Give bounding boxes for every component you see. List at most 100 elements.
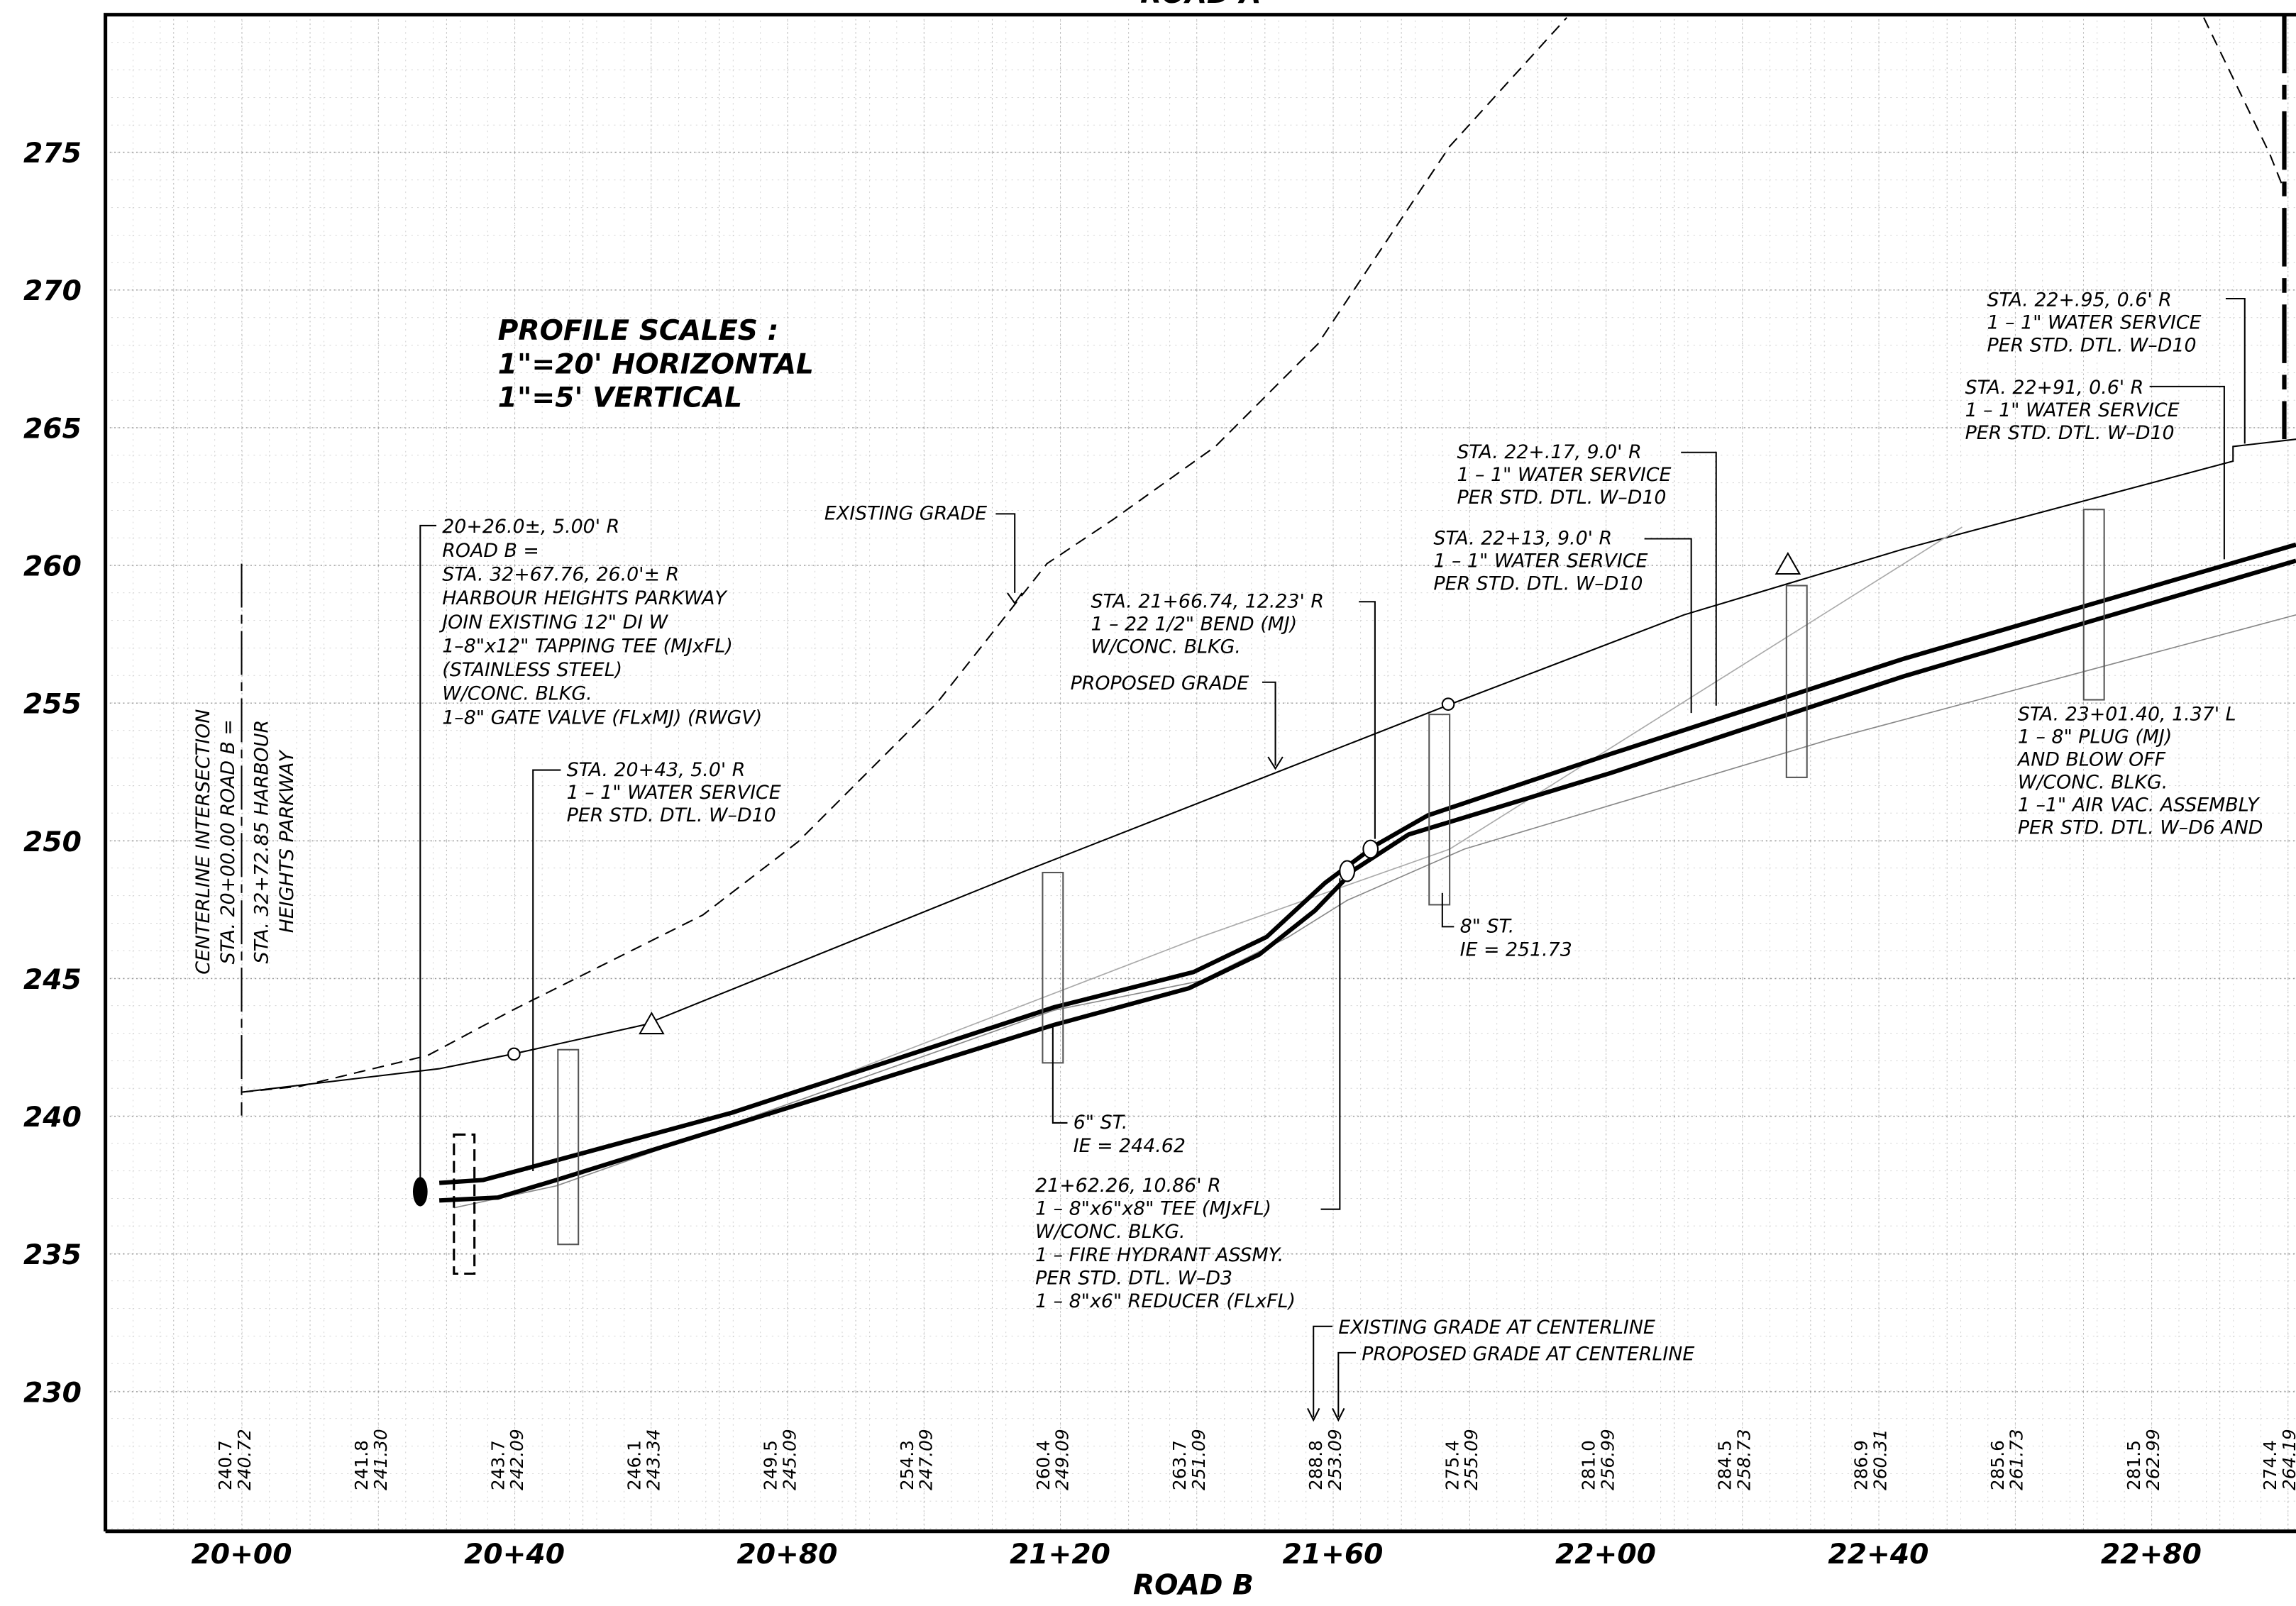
note: 20+26.0±, 5.00' R (442, 516, 619, 538)
leader (995, 513, 1016, 593)
existing-grade-reading: 286.9 (1851, 1440, 1872, 1490)
station-label: 21+60 (1282, 1539, 1383, 1571)
proposed-grade-reading: 242.09 (507, 1429, 527, 1490)
proposed-grade-reading: 249.09 (1052, 1429, 1073, 1490)
existing-grade-line (2203, 17, 2285, 191)
top-title: ROAD A (1140, 0, 1261, 10)
station-label: 21+20 (1010, 1539, 1110, 1571)
leader (2149, 385, 2225, 560)
annotations: EXISTING GRADE PROPOSED GRADE EXISTING G… (192, 289, 2263, 1365)
leader (419, 524, 437, 1186)
proposed-grade-reading: 243.34 (643, 1429, 663, 1490)
proposed-grade-reading: 260.31 (1870, 1429, 1891, 1490)
existing-grade-reading: 241.8 (351, 1440, 372, 1490)
note: (STAINLESS STEEL) (442, 659, 622, 681)
leader (1007, 592, 1023, 605)
elevation-label: 230 (23, 1377, 82, 1409)
leader (1052, 1024, 1068, 1124)
note: PROPOSED GRADE (1071, 672, 1249, 694)
elevation-label: 255 (23, 689, 82, 721)
leader (1644, 538, 1692, 714)
elevation-label: 250 (23, 826, 82, 858)
station-label: 22+00 (1555, 1539, 1656, 1571)
elevation-label: 260 (23, 551, 82, 583)
note: 1 – 1" WATER SERVICE (1433, 550, 1648, 572)
leader (1262, 681, 1276, 766)
service-box (1428, 714, 1451, 906)
leader (1267, 756, 1284, 770)
existing-grade-reading: 275.4 (1442, 1440, 1462, 1490)
existing-grade-reading: 254.3 (897, 1440, 917, 1490)
note: W/CONC. BLKG. (1091, 636, 1241, 658)
note: PER STD. DTL. W–D3 (1035, 1267, 1232, 1289)
major-grid (105, 14, 2296, 1532)
valve-box (453, 1133, 476, 1275)
note: W/CONC. BLKG. (442, 683, 592, 705)
station-label: 22+80 (2101, 1539, 2202, 1571)
note: STA. 22+.95, 0.6' R (1987, 289, 2172, 311)
note: PROPOSED GRADE AT CENTERLINE (1362, 1343, 1694, 1365)
leader (1681, 451, 1717, 706)
existing-grade-reading: 281.0 (1578, 1440, 1599, 1490)
proposed-grade-reading: 241.30 (370, 1429, 391, 1490)
note: PER STD. DTL. W–D10 (1433, 573, 1643, 595)
marker (1775, 552, 1801, 575)
proposed-grade-reading: 251.09 (1188, 1429, 1209, 1490)
station-label: 20+80 (737, 1539, 838, 1571)
scale-note: 1"=20' HORIZONTAL (498, 348, 814, 380)
note: PER STD. DTL. W–D10 (1457, 487, 1666, 509)
service-box (1785, 585, 1808, 778)
leader (1359, 601, 1376, 839)
leader (1313, 1325, 1333, 1417)
scale-note: 1"=5' VERTICAL (498, 382, 742, 414)
note: 1 – 22 1/2" BEND (MJ) (1091, 613, 1298, 635)
note: 1 – FIRE HYDRANT ASSMY. (1035, 1244, 1284, 1266)
leader (1307, 1407, 1320, 1422)
existing-grade-reading: 263.7 (1169, 1440, 1190, 1490)
note: EXISTING GRADE (824, 503, 987, 525)
note: 8" ST. (1460, 916, 1515, 938)
proposed-grade-reading: 255.09 (1461, 1429, 1481, 1490)
note: STA. 22+13, 9.0' R (1433, 528, 1612, 550)
grade-line-grey (819, 526, 1963, 1084)
elevation-label: 235 (23, 1239, 82, 1271)
note: PER STD. DTL. W–D10 (567, 804, 776, 826)
note: JOIN EXISTING 12" DI W (438, 611, 668, 633)
note: AND BLOW OFF (2016, 748, 2166, 770)
note: IE = 244.62 (1074, 1135, 1186, 1157)
note: STA. 23+01.40, 1.37' L (2018, 703, 2236, 725)
note: 1–8" GATE VALVE (FLxMJ) (RWGV) (442, 707, 762, 729)
note: 21+62.26, 10.86' R (1035, 1175, 1221, 1197)
existing-grade-reading: 240.7 (215, 1440, 236, 1490)
elevation-label: 275 (23, 138, 82, 170)
note: EXISTING GRADE AT CENTERLINE (1338, 1317, 1655, 1339)
note: 1 – 8" PLUG (MJ) (2018, 726, 2172, 748)
existing-grade-reading: 260.4 (1033, 1440, 1054, 1490)
existing-grade-line (241, 17, 1568, 1093)
station-label: 20+00 (192, 1539, 292, 1571)
proposed-grade-reading: 262.99 (2143, 1429, 2163, 1490)
note: HARBOUR HEIGHTS PARKWAY (442, 587, 728, 609)
proposed-grade-reading: 245.09 (779, 1429, 800, 1490)
x-axis-title: ROAD B (1133, 1569, 1254, 1601)
note: 1 – 8"x6" REDUCER (FLxFL) (1035, 1290, 1296, 1312)
frame (104, 13, 2296, 1532)
elevation-label: 240 (23, 1102, 82, 1134)
note: 1 –1" AIR VAC. ASSEMBLY (2018, 794, 2261, 816)
note: STA. 32+67.76, 26.0'± R (442, 564, 679, 586)
note: STA. 32+72.85 HARBOUR (251, 720, 273, 964)
elevation-grid (105, 151, 2296, 1392)
note: STA. 22+.17, 9.0' R (1457, 441, 1641, 463)
existing-grade-reading: 284.5 (1715, 1440, 1735, 1490)
note: CENTERLINE INTERSECTION (192, 709, 214, 975)
axis-labels: 275 270 265 260 255 250 245 240 235 230 20+00 20+40… (23, 138, 2202, 1571)
proposed-grade-reading: 247.09 (916, 1429, 937, 1490)
note: 1 – 1" WATER SERVICE (1965, 399, 2180, 421)
existing-grade-reading: 243.7 (487, 1440, 508, 1490)
note: PER STD. DTL. W–D10 (1987, 334, 2197, 356)
elevation-label: 270 (23, 275, 82, 307)
marker (1441, 697, 1455, 711)
proposed-grade-reading: 240.72 (234, 1429, 255, 1490)
